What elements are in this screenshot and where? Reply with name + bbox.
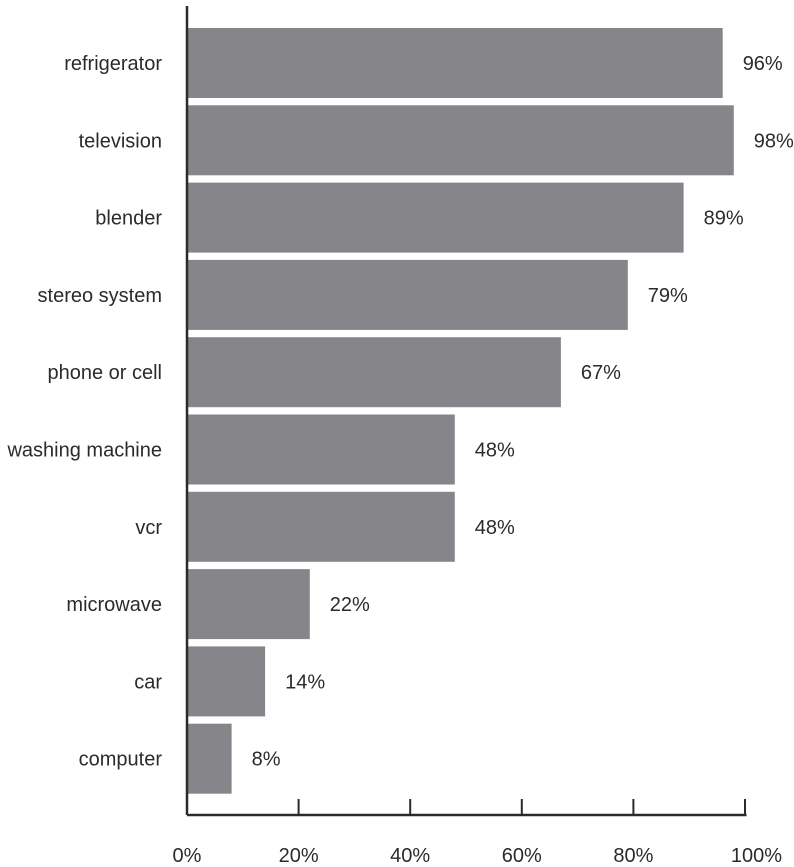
- x-axis-ticks: 0% 20% 40% 60% 80% 100%: [173, 799, 782, 867]
- data-label: 8%: [252, 749, 281, 771]
- data-label: 67%: [581, 362, 621, 384]
- x-tick-label: 80%: [613, 845, 653, 867]
- category-labels: refrigerator television blender stereo syst…: [6, 53, 162, 771]
- data-labels: 96% 98% 89% 79% 67% 48% 48% 22% 14% 8%: [252, 53, 794, 771]
- data-label: 79%: [648, 285, 688, 307]
- data-label: 98%: [754, 130, 794, 152]
- x-tick-label: 60%: [502, 845, 542, 867]
- bar-car: [187, 646, 266, 717]
- category-label: vcr: [135, 517, 162, 539]
- category-label: blender: [95, 208, 162, 230]
- x-tick-label: 100%: [731, 845, 782, 867]
- category-label: washing machine: [6, 440, 162, 462]
- data-label: 48%: [475, 517, 515, 539]
- x-tick-label: 0%: [173, 845, 202, 867]
- category-label: microwave: [66, 594, 162, 616]
- x-tick-label: 40%: [390, 845, 430, 867]
- category-label: stereo system: [38, 285, 162, 307]
- bar-stereo-system: [187, 259, 628, 330]
- data-label: 22%: [330, 594, 370, 616]
- bar-vcr: [187, 491, 455, 562]
- bar-washing-machine: [187, 414, 455, 485]
- data-label: 96%: [743, 53, 783, 75]
- data-label: 14%: [285, 671, 325, 693]
- category-label: television: [79, 130, 162, 152]
- axes: [185, 6, 747, 817]
- bars-layer: [187, 28, 734, 794]
- bar-microwave: [187, 569, 310, 640]
- category-label: refrigerator: [64, 53, 162, 75]
- bar-phone-or-cell: [187, 337, 561, 408]
- category-label: phone or cell: [47, 362, 162, 384]
- category-label: car: [134, 671, 162, 693]
- data-label: 48%: [475, 440, 515, 462]
- data-label: 89%: [704, 208, 744, 230]
- bar-computer: [187, 723, 232, 794]
- category-label: computer: [79, 749, 163, 771]
- bar-refrigerator: [187, 28, 723, 98]
- bar-blender: [187, 182, 684, 253]
- bar-television: [187, 105, 734, 176]
- x-tick-label: 20%: [279, 845, 319, 867]
